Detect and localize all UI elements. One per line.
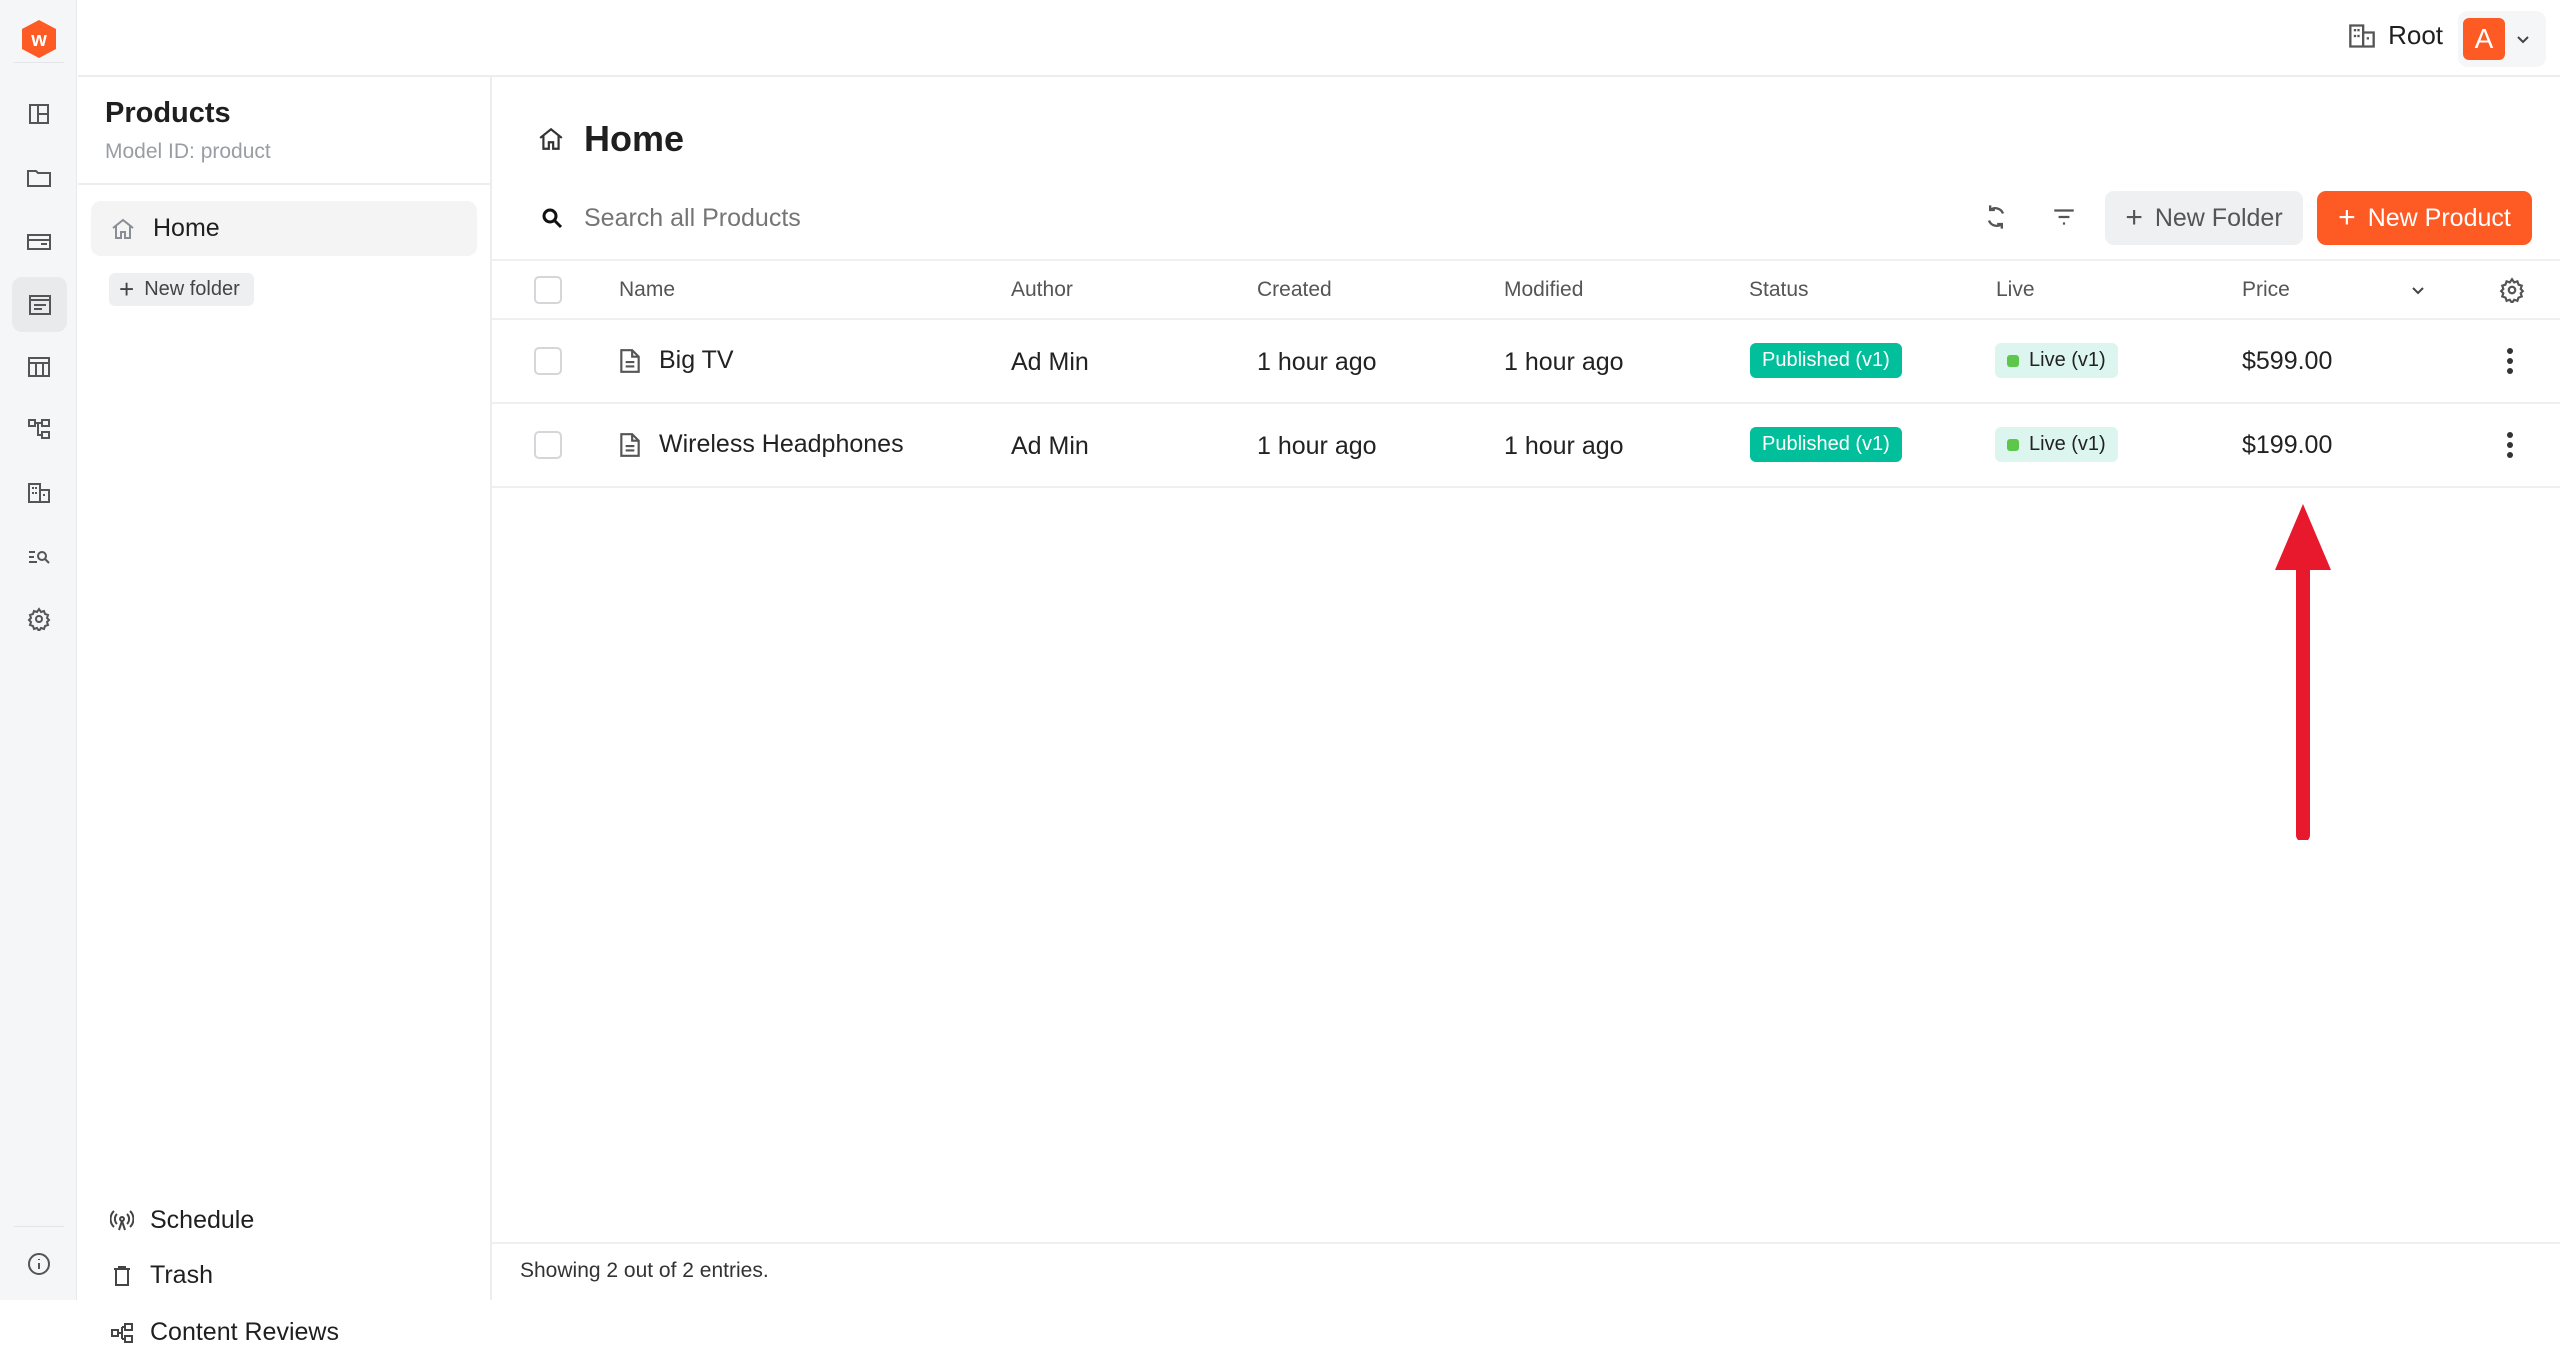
hierarchy-icon [111,1322,133,1343]
column-header-created[interactable]: Created [1257,278,1332,301]
row-checkbox[interactable] [534,431,562,459]
search-input[interactable] [584,203,1784,233]
new-folder-button[interactable]: + New Folder [2105,191,2303,245]
folder-sidebar: Products Model ID: product Home + New fol… [78,77,492,1346]
refresh-icon [1987,205,2005,229]
column-header-modified[interactable]: Modified [1504,278,1584,301]
status-badge: Published (v1) [1750,343,1902,378]
webiny-logo[interactable]: w [18,18,60,60]
annotation-arrow-icon [2270,500,2336,840]
entry-name[interactable]: Big TV [619,346,734,375]
live-badge-text: Live (v1) [2029,349,2106,371]
row-menu-icon[interactable] [2500,346,2520,376]
status-badge: Published (v1) [1750,427,1902,462]
column-header-status[interactable]: Status [1749,278,1809,301]
search-icon [542,208,563,229]
refresh-button[interactable] [1982,202,2010,232]
content-reviews-link[interactable]: Content Reviews [110,1318,339,1347]
table-icon[interactable] [19,347,59,387]
entry-name-text: Big TV [659,346,734,374]
new-product-button-label: New Product [2367,203,2511,232]
page-title: Home [584,118,685,159]
modified-cell: 1 hour ago [1504,348,1624,376]
filter-button[interactable] [2051,204,2077,230]
created-cell: 1 hour ago [1257,432,1377,460]
column-header-price[interactable]: Price [2242,278,2290,301]
info-icon[interactable] [19,1244,59,1284]
file-icon [620,432,640,457]
folder-home-label: Home [153,214,220,242]
live-badge: Live (v1) [1995,343,2118,378]
tenant-icon [2349,23,2375,48]
column-header-live[interactable]: Live [1996,278,2035,301]
entries-count: Showing 2 out of 2 entries. [520,1259,769,1282]
row-menu-icon[interactable] [2500,430,2520,460]
app-rail: w [0,0,77,1300]
sort-chevron-icon[interactable] [2410,282,2426,298]
card-icon[interactable] [19,222,59,262]
page-header: Home [538,118,684,160]
top-bar: Root A [78,0,2560,77]
live-badge: Live (v1) [1995,427,2118,462]
folder-home[interactable]: Home [91,201,477,256]
model-title: Products [105,97,231,129]
created-cell: 1 hour ago [1257,348,1377,376]
row-checkbox[interactable] [534,347,562,375]
trash-icon [114,1265,130,1286]
settings-icon[interactable] [19,599,59,639]
column-header-author[interactable]: Author [1011,278,1073,301]
entry-name-text: Wireless Headphones [659,430,904,458]
avatar: A [2463,18,2505,60]
home-icon [539,127,563,150]
select-all-checkbox[interactable] [534,276,562,304]
content-reviews-label: Content Reviews [150,1318,339,1346]
live-dot-icon [2007,354,2019,367]
price-cell: $199.00 [2242,431,2333,459]
trash-link[interactable]: Trash [110,1261,213,1290]
entry-name[interactable]: Wireless Headphones [619,430,904,459]
column-header-name[interactable]: Name [619,278,676,301]
schedule-link[interactable]: Schedule [110,1206,254,1235]
price-cell: $599.00 [2242,347,2333,375]
folder-icon[interactable] [19,158,59,198]
plus-icon: + [119,274,135,304]
column-settings-icon[interactable] [2499,277,2525,303]
dashboard-icon[interactable] [19,94,59,134]
content-icon[interactable] [12,277,67,332]
trash-label: Trash [150,1261,213,1289]
schedule-label: Schedule [150,1206,255,1234]
model-id: Model ID: product [105,140,271,163]
hierarchy-icon[interactable] [19,409,59,449]
plus-icon: + [2125,201,2143,234]
live-badge-text: Live (v1) [2029,433,2106,455]
search-bar[interactable] [540,202,1840,234]
broadcast-icon [110,1209,134,1230]
new-product-button[interactable]: + New Product [2317,191,2532,245]
tenant-selector[interactable]: Root [2348,20,2443,51]
tenant-icon[interactable] [19,473,59,513]
plus-icon: + [2338,201,2356,234]
file-icon [620,348,640,373]
filter-icon [2054,209,2074,225]
home-icon [112,218,134,239]
live-dot-icon [2007,438,2019,451]
author-cell: Ad Min [1011,432,1089,460]
tenant-name: Root [2388,20,2443,50]
new-folder-label: New folder [144,278,240,300]
modified-cell: 1 hour ago [1504,432,1624,460]
search-list-icon[interactable] [19,537,59,577]
chevron-down-icon [2517,36,2529,44]
new-folder-button-label: New Folder [2154,203,2283,232]
svg-text:w: w [30,29,47,51]
new-folder-link[interactable]: + New folder [109,273,254,306]
user-menu[interactable]: A [2458,11,2546,67]
author-cell: Ad Min [1011,348,1089,376]
